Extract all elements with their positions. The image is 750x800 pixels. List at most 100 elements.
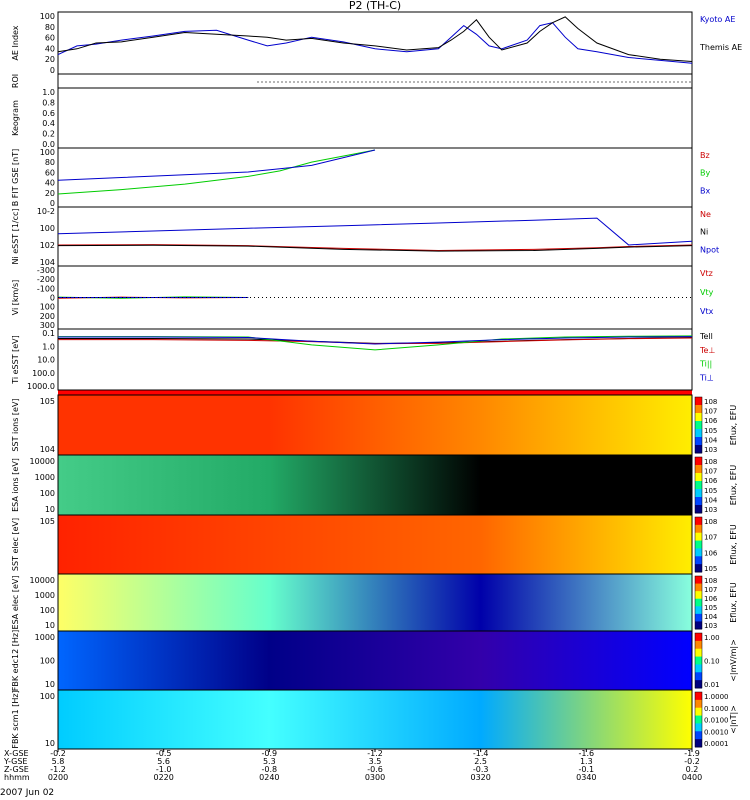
- roi-dot: [317, 81, 319, 83]
- ztick-12-0: 1.0000: [704, 693, 729, 701]
- ytick-4-1: 102: [40, 241, 55, 250]
- roi-dot: [385, 81, 387, 83]
- roi-dot: [305, 81, 307, 83]
- roi-dot: [689, 81, 691, 83]
- colorbar-seg-8-0: [695, 457, 702, 466]
- roi-dot: [601, 81, 603, 83]
- colorbar-seg-9-3: [695, 540, 702, 549]
- ytick-5-1: 200: [40, 312, 55, 321]
- series-line-0-0: [57, 22, 693, 64]
- roi-dot: [541, 81, 543, 83]
- colorbar-seg-8-4: [695, 489, 702, 498]
- colorbar-seg-7-3: [695, 421, 702, 430]
- roi-dot: [429, 81, 431, 83]
- ylabel-8: ESA ions [eV]: [11, 458, 20, 512]
- legend-5-1: Vty: [700, 288, 714, 297]
- roi-dot: [561, 81, 563, 83]
- roi-dot: [565, 81, 567, 83]
- roi-dot: [289, 81, 291, 83]
- series-line-0-1: [57, 16, 693, 63]
- zlabel-7: Eflux, EFU: [729, 405, 738, 446]
- roi-dot: [673, 81, 675, 83]
- legend-3-0: Bz: [700, 151, 710, 160]
- colorbar-seg-8-6: [695, 505, 702, 514]
- ztick-12-2: 0.0100: [704, 717, 729, 725]
- legend-0-0: Kyoto AE: [700, 15, 735, 24]
- colorbar-seg-8-2: [695, 473, 702, 482]
- colorbar-seg-10-1: [695, 583, 702, 592]
- colorbar-seg-10-0: [695, 576, 702, 585]
- ytick-0-3: 60: [45, 34, 55, 43]
- roi-dot: [397, 81, 399, 83]
- roi-dot: [345, 81, 347, 83]
- colorbar-seg-11-2: [695, 648, 702, 658]
- ylabel-12: FBK scm1 [Hz]: [11, 690, 20, 748]
- colorbar-10: [694, 575, 703, 630]
- xrow-label-3: hhmm: [4, 773, 30, 782]
- roi-dot: [545, 81, 547, 83]
- roi-dot: [369, 81, 371, 83]
- roi-dot: [553, 81, 555, 83]
- roi-dot: [293, 81, 295, 83]
- colorbar-seg-12-5: [695, 731, 702, 740]
- roi-dot: [501, 81, 503, 83]
- xtick-label-5-3: 0340: [576, 773, 596, 782]
- ztick-12-3: 0.0010: [704, 728, 729, 736]
- roi-dot: [617, 81, 619, 83]
- roi-dot: [277, 81, 279, 83]
- colorbar-seg-9-5: [695, 556, 702, 565]
- roi-dot: [465, 81, 467, 83]
- roi-dot: [529, 81, 531, 83]
- colorbar-seg-10-5: [695, 613, 702, 622]
- xtick-label-2-1: 5.3: [263, 757, 276, 766]
- ytick-5-6: -300: [37, 266, 55, 275]
- ylabel-10: ESA elec [eV]: [11, 576, 20, 630]
- ytick-8-3: 10: [45, 505, 55, 514]
- colorbar-seg-11-4: [695, 664, 702, 673]
- colorbar-seg-7-0: [695, 397, 702, 406]
- roi-dot: [649, 81, 651, 83]
- series-line-4-1: [57, 244, 693, 252]
- ztick-8-2: 106: [704, 477, 718, 485]
- ylabel-9: SST elec [eV]: [11, 518, 20, 571]
- ztick-8-0: 108: [704, 458, 717, 466]
- roi-dot: [281, 81, 283, 83]
- roi-dot: [365, 81, 367, 83]
- colorbar-8: [694, 456, 703, 514]
- ytick-10-0: 10000: [30, 576, 55, 585]
- roi-dot: [621, 81, 623, 83]
- xtick-label-0-2: -1.2: [50, 765, 66, 774]
- ztick-7-1: 107: [704, 408, 717, 416]
- legend-6-1: Te⊥: [699, 346, 715, 355]
- ytick-0-5: 100: [40, 12, 55, 21]
- panel-frame-4: [57, 206, 693, 267]
- page-title: P2 (TH-C): [348, 0, 402, 12]
- roi-dot: [373, 81, 375, 83]
- roi-dot: [533, 81, 535, 83]
- roi-dot: [589, 81, 591, 83]
- xtick-label-3-3: 0300: [365, 773, 385, 782]
- xtick-label-1-3: 0220: [153, 773, 173, 782]
- ytick-6-0: 1000.0: [27, 382, 55, 391]
- roi-dot: [341, 81, 343, 83]
- ytick-2-1: 0.2: [42, 130, 55, 139]
- xtick-label-2-2: -0.8: [262, 765, 278, 774]
- roi-dot: [393, 81, 395, 83]
- roi-dot: [661, 81, 663, 83]
- ylabel-11: FBK edc12 [Hz]: [11, 630, 20, 691]
- roi-dot: [321, 81, 323, 83]
- xtick-label-6-1: -0.2: [684, 757, 700, 766]
- xrow-label-0: X-GSE: [4, 749, 29, 758]
- roi-dot: [309, 81, 311, 83]
- ytick-5-5: -200: [37, 275, 55, 284]
- xtick-label-2-3: 0240: [259, 773, 279, 782]
- xtick-label-0-0: -0.2: [50, 749, 66, 758]
- ylabel-4: Ni eSST [1/cc]: [11, 208, 20, 264]
- ztick-11-0: 1.00: [704, 634, 720, 642]
- roi-dot: [405, 81, 407, 83]
- legend-0-1: Themis AE: [699, 43, 742, 52]
- xtick-label-5-2: -0.1: [579, 765, 595, 774]
- roi-dot: [593, 81, 595, 83]
- ytick-3-3: 60: [45, 168, 55, 177]
